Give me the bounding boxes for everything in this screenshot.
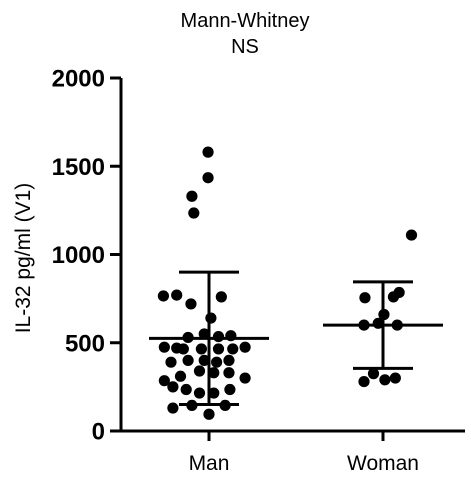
y-tick-label: 1000	[52, 242, 105, 269]
y-tick-label: 1500	[52, 154, 105, 181]
data-point	[202, 146, 214, 158]
data-point	[171, 342, 183, 354]
data-point	[215, 291, 227, 303]
data-point	[358, 319, 370, 331]
data-point	[359, 292, 371, 304]
data-point	[182, 354, 194, 366]
data-points	[157, 146, 418, 420]
data-point	[405, 229, 418, 241]
data-point	[379, 374, 391, 386]
data-point	[219, 399, 231, 412]
data-point	[211, 356, 223, 368]
data-point	[186, 190, 198, 202]
data-point	[171, 289, 183, 301]
data-point	[193, 365, 206, 377]
data-point	[195, 343, 207, 355]
y-tick-label: 0	[92, 419, 105, 446]
axes: 0 500 1000 1500 2000 Man Woman	[52, 66, 465, 475]
y-tick-label: 2000	[52, 66, 105, 93]
data-point	[239, 372, 251, 384]
data-point	[165, 356, 177, 368]
data-point	[212, 330, 225, 343]
x-tick-label: Man	[189, 452, 230, 475]
data-point	[198, 354, 210, 366]
data-point	[223, 354, 235, 366]
data-point	[225, 330, 237, 342]
data-point	[188, 207, 200, 219]
data-point	[157, 290, 169, 302]
data-point	[180, 383, 192, 396]
data-point	[198, 328, 210, 340]
data-point	[389, 372, 401, 384]
data-point	[391, 319, 403, 331]
data-point	[205, 312, 217, 324]
data-point	[193, 387, 206, 399]
data-point	[185, 298, 197, 310]
data-point	[186, 399, 198, 412]
data-point	[239, 341, 251, 353]
data-point	[223, 367, 235, 379]
chart-subtitle: NS	[231, 36, 259, 58]
data-point	[208, 367, 220, 379]
y-tick-label: 500	[65, 330, 105, 357]
data-point	[167, 402, 179, 414]
data-point	[174, 370, 187, 382]
data-point	[378, 308, 390, 321]
x-tick-label: Woman	[347, 452, 419, 475]
data-point	[224, 383, 236, 396]
data-point	[158, 341, 170, 353]
data-point	[203, 408, 215, 420]
data-point	[212, 343, 225, 355]
data-point	[158, 375, 170, 387]
data-point	[358, 375, 370, 388]
data-point	[367, 368, 380, 380]
data-point	[202, 172, 214, 184]
chart-title: Mann-Whitney	[181, 10, 310, 32]
y-axis-label: IL-32 pg/ml (V1)	[12, 183, 35, 334]
data-point	[182, 331, 194, 344]
data-point	[372, 317, 384, 329]
data-point	[208, 387, 220, 399]
data-point	[167, 381, 179, 393]
data-point	[227, 343, 239, 355]
data-point	[393, 286, 405, 299]
